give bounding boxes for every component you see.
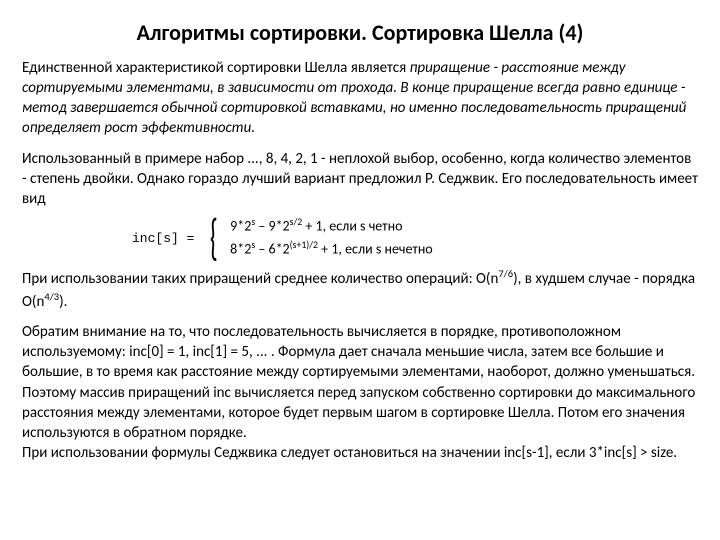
c1a: 9*2 (230, 218, 251, 235)
c1b: – 9*2 (255, 218, 289, 235)
paragraph-4: Обратим внимание на то, что последовател… (22, 322, 698, 444)
p3e1: 7/6 (498, 267, 513, 280)
p3c: ). (59, 293, 67, 311)
c1c: + 1, если s четно (302, 218, 402, 235)
p1-lead: Единственной характеристикой сортировки … (22, 59, 410, 77)
brace: { (210, 213, 218, 263)
page-title: Алгоритмы сортировки. Сортировка Шелла (… (22, 18, 698, 48)
c2e2: (s+1)/2 (290, 239, 318, 251)
c2a: 8*2 (230, 241, 251, 258)
formula-cases: 9*2s – 9*2s/2 + 1, если s четно 8*2s – 6… (230, 215, 433, 261)
c1e2: s/2 (290, 216, 303, 228)
c2c: + 1, если s нечетно (318, 241, 433, 258)
paragraph-2: Использованный в примере набор ..., 8, 4… (22, 149, 698, 210)
case-even: 9*2s – 9*2s/2 + 1, если s четно (230, 215, 433, 238)
paragraph-5: При использовании формулы Седжвика следу… (22, 443, 698, 463)
case-odd: 8*2s – 6*2(s+1)/2 + 1, если s нечетно (230, 238, 433, 261)
p3e2: 4/3 (44, 290, 59, 303)
paragraph-3: При использовании таких приращений средн… (22, 267, 698, 312)
formula-lhs: inc[s] = (132, 230, 194, 248)
paragraph-1: Единственной характеристикой сортировки … (22, 58, 698, 139)
p3a: При использовании таких приращений средн… (22, 270, 498, 288)
c2b: – 6*2 (255, 241, 289, 258)
formula: inc[s] = { 9*2s – 9*2s/2 + 1, если s чет… (132, 213, 698, 263)
